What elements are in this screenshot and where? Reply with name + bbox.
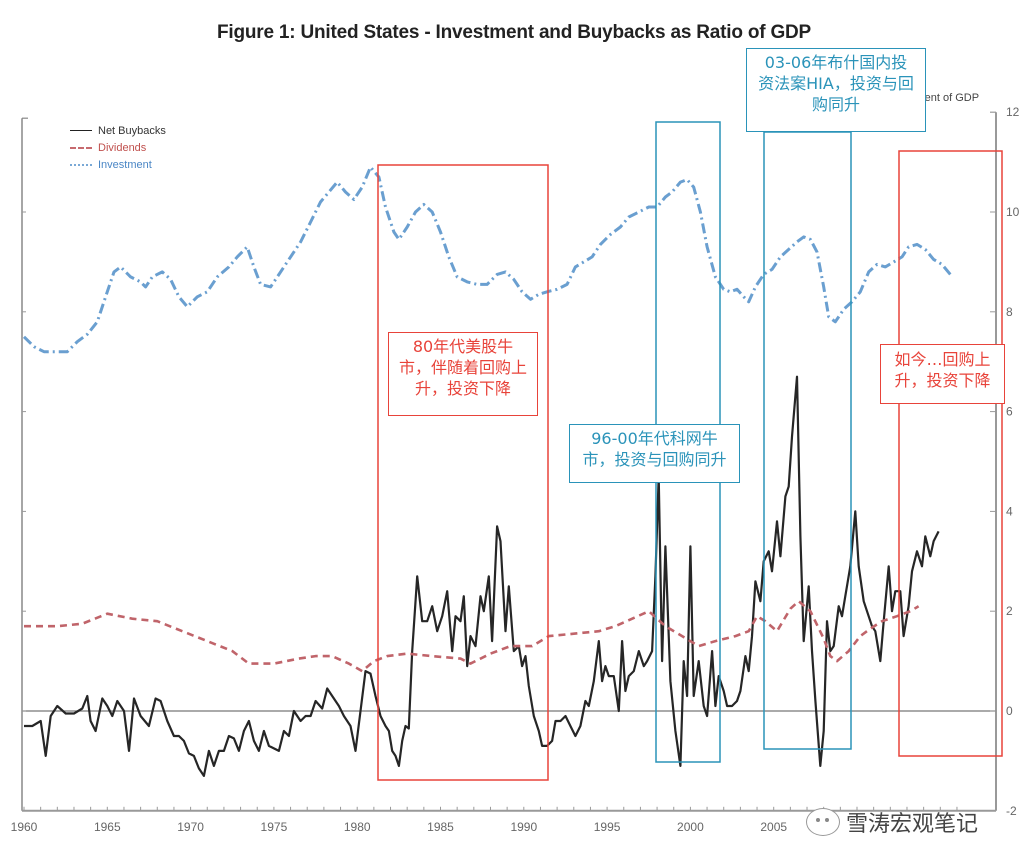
annotation-dotcom-bull-market: 96-00年代科网牛 市，投资与回购同升 [569, 424, 740, 483]
axis-ticks: -2 0 2 4 6 8 10 12 1960 1965 1970 1975 1980 1985 1990 1… [11, 105, 1020, 834]
annotation-1980s-line-1: 80年代美股牛 [412, 337, 514, 356]
y-tick-label: 4 [1006, 504, 1013, 518]
series-line-dividends [24, 599, 920, 673]
annotation-now: 如今…回购上 升，投资下降 [880, 344, 1005, 404]
y-tick-label: 12 [1006, 105, 1020, 119]
x-tick-label: 2005 [760, 820, 787, 834]
y-tick-label: 6 [1006, 405, 1013, 419]
x-tick-label: 1985 [427, 820, 454, 834]
annotation-1980s-bull-market: 80年代美股牛 市，伴随着回购上 升，投资下降 [388, 332, 538, 416]
series-layer [22, 165, 952, 777]
legend-item-investment: Investment [70, 156, 166, 173]
watermark-text: 雪涛宏观笔记 [846, 812, 979, 837]
annotation-rects [377, 121, 1003, 781]
annotation-1980s-line-2: 市，伴随着回购上 [398, 358, 527, 378]
series-line-net-buybacks [24, 375, 940, 777]
x-tick-label: 1980 [344, 820, 371, 834]
annotation-hia-line-3: 购同升 [811, 95, 860, 115]
annotation-1980s-line-3: 升，投资下降 [414, 379, 511, 399]
legend-swatch-dividends [70, 146, 92, 149]
legend-item-net-buybacks: Net Buybacks [70, 122, 166, 139]
annotation-now-line-2: 升，投资下降 [894, 371, 991, 391]
annotation-hia-act: 03-06年布什国内投 资法案HIA，投资与回 购同升 [746, 48, 926, 132]
y-tick-label: 0 [1006, 704, 1013, 718]
legend-item-dividends: Dividends [70, 139, 166, 156]
wechat-icon [806, 808, 840, 836]
highlight-box-now [898, 150, 1003, 757]
chart-title: Figure 1: United States - Investment and… [216, 22, 812, 43]
legend-label-dividends: Dividends [98, 141, 147, 154]
legend-swatch-investment [70, 163, 92, 166]
x-tick-label: 1995 [594, 820, 621, 834]
y-tick-label: 2 [1006, 604, 1013, 618]
legend-label-net-buybacks: Net Buybacks [98, 124, 166, 137]
plot-frame [21, 111, 997, 812]
x-tick-label: 1965 [94, 820, 121, 834]
legend-swatch-net-buybacks [70, 130, 92, 131]
annotation-now-line-1: 如今…回购上 [894, 350, 991, 369]
annotation-dotcom-line-1: 96-00年代科网牛 [591, 429, 718, 448]
highlight-box-1980s [377, 164, 549, 781]
annotation-hia-line-1: 03-06年布什国内投 [764, 53, 908, 72]
x-tick-label: 1970 [177, 820, 204, 834]
y-tick-label: -2 [1006, 804, 1017, 818]
x-tick-label: 1960 [11, 820, 38, 834]
legend: Net Buybacks Dividends Investment [70, 122, 166, 173]
annotation-hia-line-2: 资法案HIA，投资与回 [758, 74, 914, 94]
series-line-investment [22, 165, 952, 354]
annotation-dotcom-line-2: 市，投资与回购同升 [582, 450, 727, 470]
x-tick-label: 1975 [261, 820, 288, 834]
legend-label-investment: Investment [98, 158, 152, 171]
x-tick-label: 1990 [510, 820, 537, 834]
y-tick-label: 8 [1006, 305, 1013, 319]
watermark: 雪涛宏观笔记 [806, 806, 978, 838]
highlight-box-hia [763, 131, 852, 750]
y-tick-label: 10 [1006, 205, 1020, 219]
x-tick-label: 2000 [677, 820, 704, 834]
